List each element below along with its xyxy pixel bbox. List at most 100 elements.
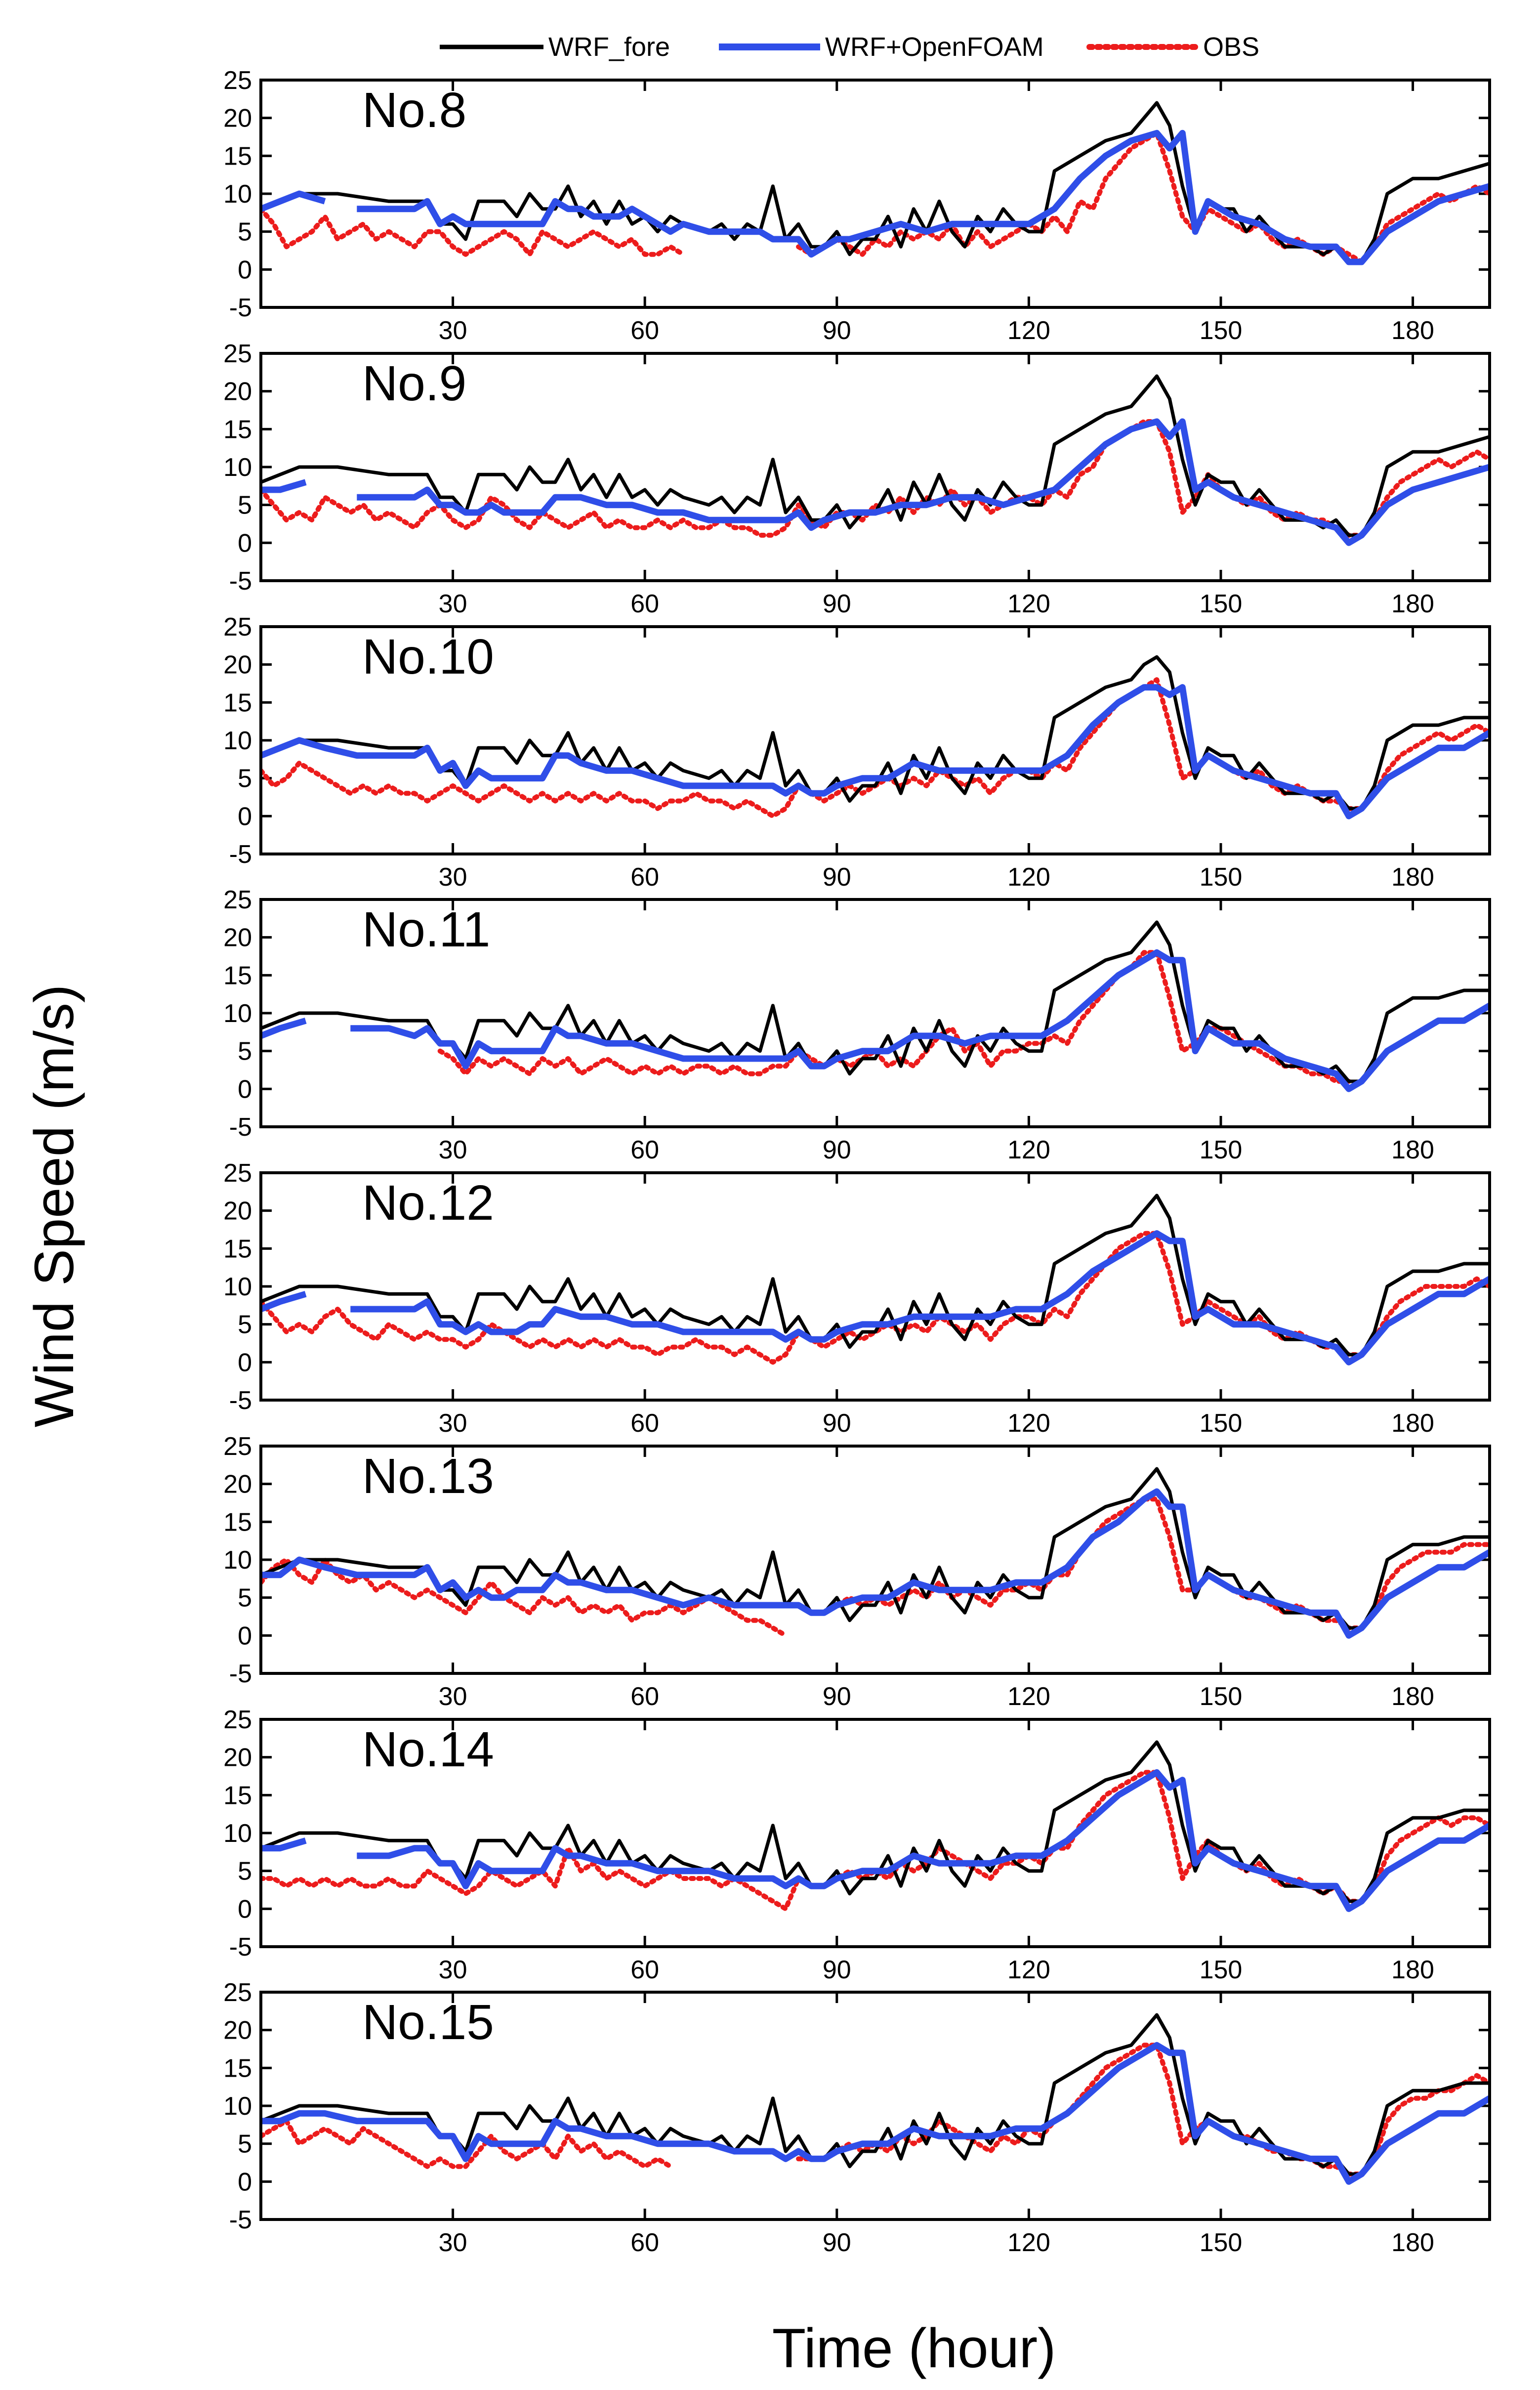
legend-label-obs: OBS xyxy=(1203,32,1259,62)
x-tick-label: 180 xyxy=(1391,863,1434,892)
y-tick-label: 10 xyxy=(223,1546,252,1575)
x-tick-label: 120 xyxy=(1007,1956,1050,1984)
plot-frame xyxy=(259,352,1491,582)
series-line-wrf-openfoam xyxy=(357,1769,1490,1912)
series-line-wrf-openfoam xyxy=(350,1230,1490,1366)
y-tick-label: -5 xyxy=(229,1386,252,1415)
x-tick-label: 30 xyxy=(439,1956,467,1984)
y-tick-label: 10 xyxy=(223,999,252,1028)
chart-panel: No.10 -5 0 5 10 15 20 25 30 60 90 120 150 180 xyxy=(223,613,1491,892)
x-tick-label: 30 xyxy=(439,2228,467,2257)
y-tick-label: 15 xyxy=(223,2054,252,2083)
panel-title: No.14 xyxy=(362,1722,494,1777)
legend: WRF_fore WRF+OpenFOAM OBS xyxy=(440,32,1259,62)
x-tick-label: 30 xyxy=(439,590,467,618)
x-tick-label: 180 xyxy=(1391,590,1434,618)
y-axis-title: Wind Speed (m/s) xyxy=(23,984,85,1427)
series-line-wrf-openfoam xyxy=(261,190,326,212)
panel-title: No.9 xyxy=(362,356,466,411)
y-tick-label: -5 xyxy=(229,1933,252,1962)
y-tick-label: 20 xyxy=(223,1744,252,1772)
y-tick-label: 20 xyxy=(223,378,252,406)
y-tick-label: 20 xyxy=(223,1197,252,1226)
x-tick-label: 180 xyxy=(1391,1136,1434,1164)
plot-frame xyxy=(259,1171,1491,1402)
series-line-wrf-openfoam xyxy=(261,684,1490,819)
y-tick-label: 5 xyxy=(238,1584,252,1613)
chart-panel: No.8 -5 0 5 10 15 20 25 30 60 90 120 150 180 xyxy=(223,66,1491,345)
x-tick-label: 150 xyxy=(1200,863,1243,892)
chart-panel: No.14 -5 0 5 10 15 20 25 30 60 90 120 150 180 xyxy=(223,1706,1491,1984)
y-tick-label: 25 xyxy=(223,1432,252,1461)
y-tick-label: 25 xyxy=(223,613,252,641)
x-axis-title: Time (hour) xyxy=(772,2317,1056,2379)
y-tick-label: 0 xyxy=(238,1622,252,1650)
chart-panel: No.11 -5 0 5 10 15 20 25 30 60 90 120 150 180 xyxy=(223,886,1491,1164)
x-tick-label: 30 xyxy=(439,863,467,892)
y-tick-label: 10 xyxy=(223,726,252,755)
x-tick-label: 60 xyxy=(630,1136,659,1164)
legend-label-wrf-fore: WRF_fore xyxy=(548,32,670,62)
y-tick-label: 10 xyxy=(223,2092,252,2121)
y-tick-label: 5 xyxy=(238,1857,252,1886)
y-tick-label: 15 xyxy=(223,1508,252,1536)
x-tick-label: 90 xyxy=(823,1956,851,1984)
series-line-wrf-openfoam xyxy=(261,1488,1490,1639)
y-tick-label: 10 xyxy=(223,180,252,209)
x-tick-label: 150 xyxy=(1200,2228,1243,2257)
y-tick-label: 0 xyxy=(238,2168,252,2196)
y-tick-label: 0 xyxy=(238,1895,252,1923)
x-tick-label: 90 xyxy=(823,2228,851,2257)
y-tick-label: 20 xyxy=(223,651,252,680)
x-tick-label: 60 xyxy=(630,1682,659,1711)
x-tick-label: 60 xyxy=(630,316,659,345)
y-tick-label: -5 xyxy=(229,567,252,596)
y-tick-label: -5 xyxy=(229,1113,252,1142)
series-line-obs xyxy=(261,2118,673,2169)
series-line-wrf-fore xyxy=(261,2013,1490,2176)
y-tick-label: 0 xyxy=(238,256,252,284)
y-tick-label: 25 xyxy=(223,1706,252,1734)
y-tick-label: -5 xyxy=(229,1660,252,1688)
x-tick-label: 120 xyxy=(1007,1682,1050,1711)
x-tick-label: 30 xyxy=(439,1409,467,1438)
series-line-wrf-openfoam xyxy=(357,129,1490,265)
x-tick-label: 60 xyxy=(630,1409,659,1438)
plot-frame xyxy=(259,1718,1491,1948)
y-tick-label: 10 xyxy=(223,1819,252,1848)
plot-frame xyxy=(259,1445,1491,1675)
panel-title: No.8 xyxy=(362,83,466,138)
x-tick-label: 90 xyxy=(823,1682,851,1711)
y-tick-label: 0 xyxy=(238,529,252,557)
y-tick-label: 20 xyxy=(223,924,252,952)
y-tick-label: -5 xyxy=(229,2206,252,2234)
y-tick-label: 15 xyxy=(223,1235,252,1263)
x-tick-label: 150 xyxy=(1200,1409,1243,1438)
chart-panel: No.15 -5 0 5 10 15 20 25 30 60 90 120 150 180 xyxy=(223,1978,1491,2257)
y-tick-label: 20 xyxy=(223,2016,252,2045)
x-tick-label: 60 xyxy=(630,863,659,892)
x-tick-label: 180 xyxy=(1391,1682,1434,1711)
y-tick-label: 5 xyxy=(238,765,252,793)
x-tick-label: 120 xyxy=(1007,2228,1050,2257)
panel-title: No.10 xyxy=(362,629,494,684)
plot-frame xyxy=(259,79,1491,309)
x-tick-label: 30 xyxy=(439,1682,467,1711)
x-tick-label: 150 xyxy=(1200,1682,1243,1711)
panel-title: No.12 xyxy=(362,1175,494,1231)
y-tick-label: 5 xyxy=(238,491,252,520)
y-tick-label: -5 xyxy=(229,840,252,869)
y-tick-label: 20 xyxy=(223,104,252,133)
series-line-wrf-openfoam xyxy=(261,479,307,493)
x-tick-label: 150 xyxy=(1200,590,1243,618)
y-tick-label: 10 xyxy=(223,453,252,482)
x-tick-label: 60 xyxy=(630,590,659,618)
series-line-wrf-openfoam xyxy=(261,1291,307,1313)
plot-frame xyxy=(259,1991,1491,2221)
y-tick-label: 10 xyxy=(223,1273,252,1301)
x-tick-label: 150 xyxy=(1200,316,1243,345)
x-tick-label: 120 xyxy=(1007,1136,1050,1164)
panel-title: No.13 xyxy=(362,1449,494,1504)
legend-label-wrf-openfoam: WRF+OpenFOAM xyxy=(825,32,1044,62)
